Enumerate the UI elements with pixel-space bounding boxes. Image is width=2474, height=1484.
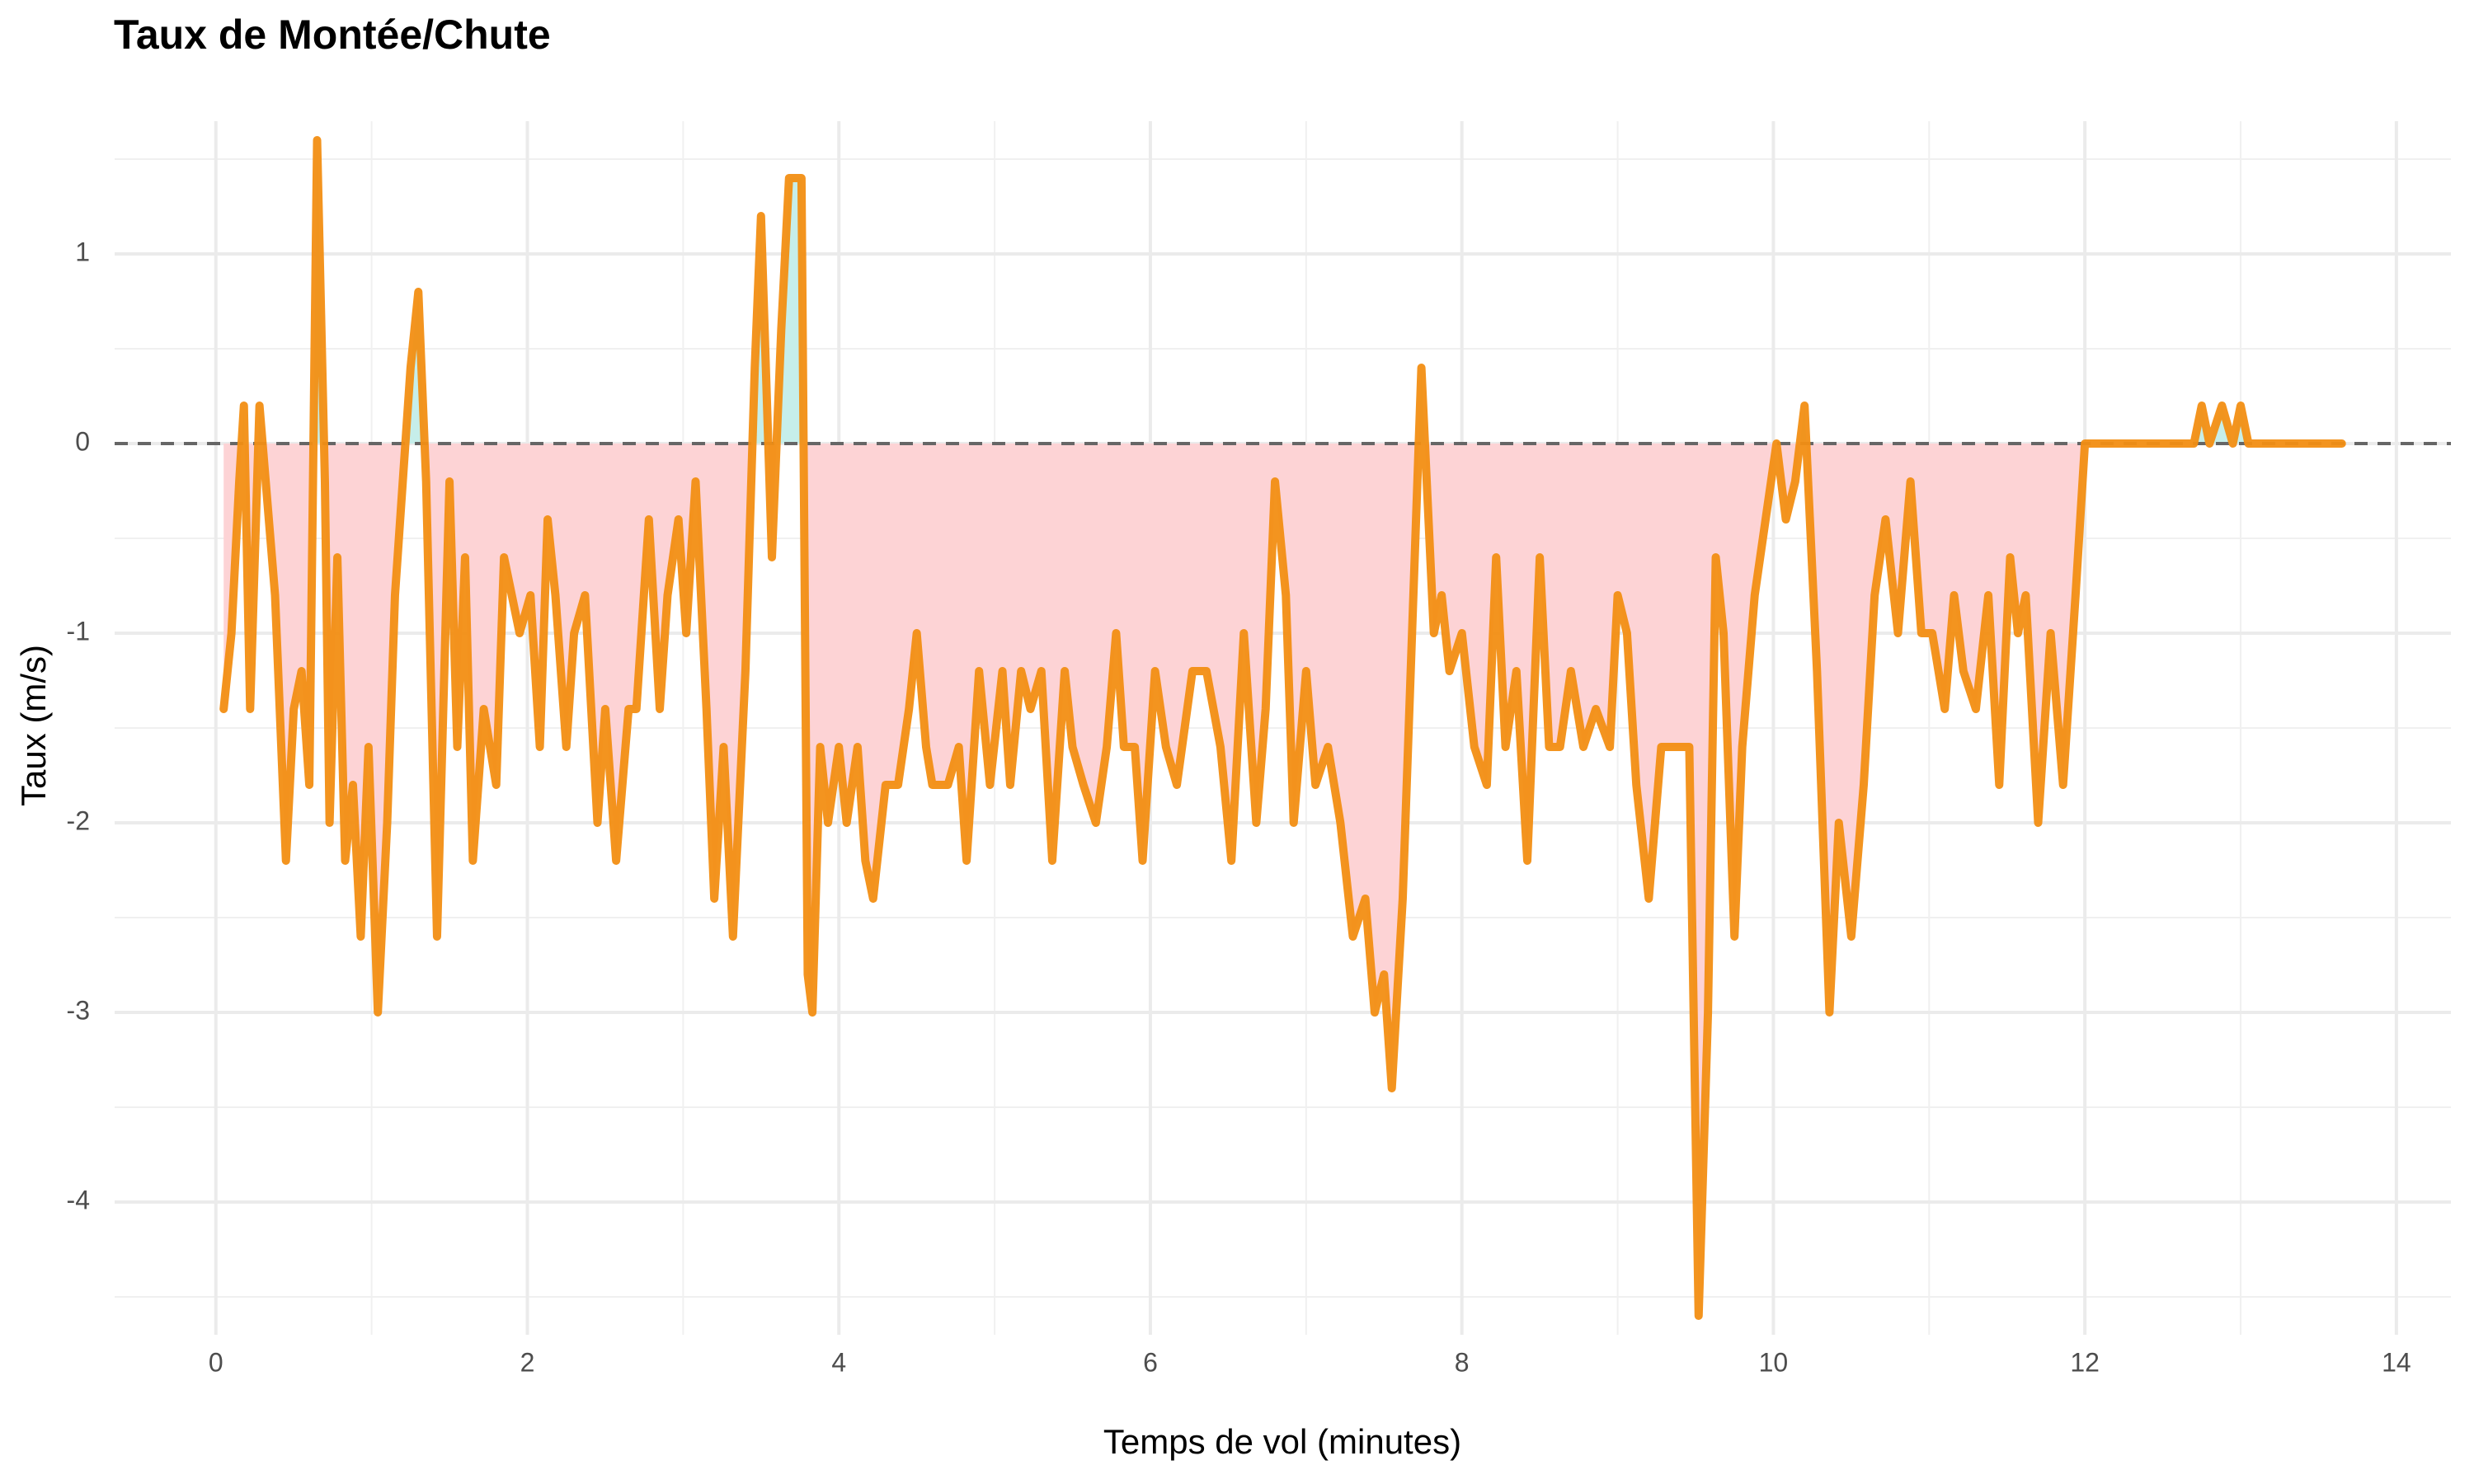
x-axis-title: Temps de vol (minutes): [1103, 1422, 1461, 1461]
y-axis-title: Taux (m/s): [14, 645, 53, 806]
y-tick-label: -4: [67, 1185, 90, 1214]
y-tick-label: -3: [67, 995, 90, 1025]
x-tick-label: 10: [1759, 1347, 1789, 1377]
y-tick-label: 1: [75, 237, 90, 266]
x-tick-label: 14: [2382, 1347, 2411, 1377]
x-tick-label: 6: [1143, 1347, 1158, 1377]
data-line: [219, 136, 2346, 1320]
chart-title: Taux de Montée/Chute: [114, 12, 551, 58]
x-tick-label: 0: [209, 1347, 223, 1377]
x-tick-label: 8: [1455, 1347, 1470, 1377]
y-tick-label: -1: [67, 616, 90, 646]
y-tick-label: 0: [75, 426, 90, 456]
y-tick-label: -2: [67, 805, 90, 835]
negative-area: [223, 444, 2342, 1316]
x-tick-label: 12: [2070, 1347, 2100, 1377]
x-tick-label: 2: [520, 1347, 535, 1377]
x-tick-label: 4: [831, 1347, 846, 1377]
